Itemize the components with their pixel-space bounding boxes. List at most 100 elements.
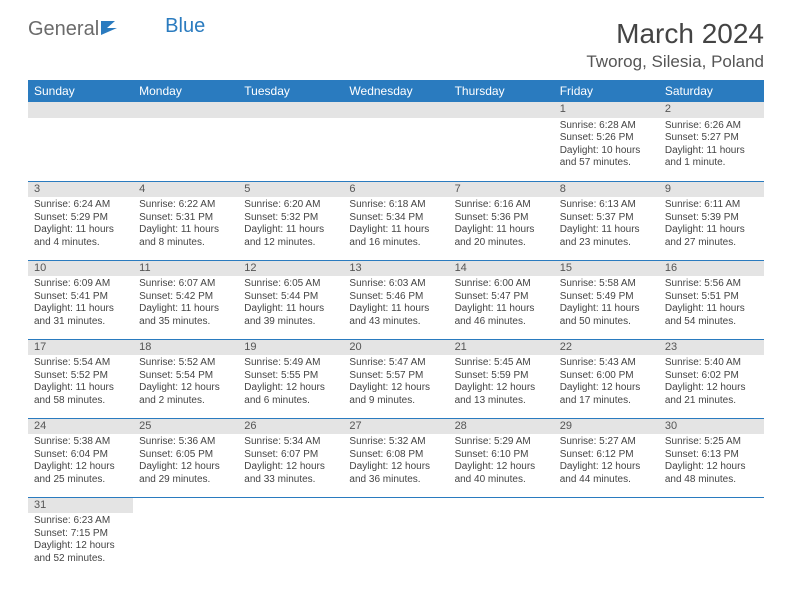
calendar-row: 3Sunrise: 6:24 AMSunset: 5:29 PMDaylight… bbox=[28, 181, 764, 260]
sunset-text: Sunset: 7:15 PM bbox=[34, 528, 127, 541]
sunrise-text: Sunrise: 5:52 AM bbox=[139, 357, 232, 370]
weekday-header: Wednesday bbox=[343, 80, 448, 102]
daylight-text: Daylight: 11 hours and 50 minutes. bbox=[560, 303, 653, 328]
day-number: 6 bbox=[343, 182, 448, 198]
calendar-cell: 24Sunrise: 5:38 AMSunset: 6:04 PMDayligh… bbox=[28, 418, 133, 497]
sunrise-text: Sunrise: 6:22 AM bbox=[139, 199, 232, 212]
daylight-text: Daylight: 11 hours and 39 minutes. bbox=[244, 303, 337, 328]
calendar-cell: 19Sunrise: 5:49 AMSunset: 5:55 PMDayligh… bbox=[238, 339, 343, 418]
day-number: 15 bbox=[554, 261, 659, 277]
calendar-cell: 2Sunrise: 6:26 AMSunset: 5:27 PMDaylight… bbox=[659, 102, 764, 181]
day-details: Sunrise: 5:34 AMSunset: 6:07 PMDaylight:… bbox=[238, 434, 343, 488]
day-details: Sunrise: 5:27 AMSunset: 6:12 PMDaylight:… bbox=[554, 434, 659, 488]
calendar-row: 24Sunrise: 5:38 AMSunset: 6:04 PMDayligh… bbox=[28, 418, 764, 497]
calendar-row: 31Sunrise: 6:23 AMSunset: 7:15 PMDayligh… bbox=[28, 497, 764, 576]
daylight-text: Daylight: 11 hours and 35 minutes. bbox=[139, 303, 232, 328]
day-number: 2 bbox=[659, 102, 764, 118]
weekday-header: Friday bbox=[554, 80, 659, 102]
daylight-text: Daylight: 12 hours and 25 minutes. bbox=[34, 461, 127, 486]
location: Tworog, Silesia, Poland bbox=[586, 52, 764, 72]
calendar-cell: 18Sunrise: 5:52 AMSunset: 5:54 PMDayligh… bbox=[133, 339, 238, 418]
day-number: 9 bbox=[659, 182, 764, 198]
day-number-empty bbox=[343, 102, 448, 118]
day-details: Sunrise: 6:00 AMSunset: 5:47 PMDaylight:… bbox=[449, 276, 554, 330]
day-details: Sunrise: 6:22 AMSunset: 5:31 PMDaylight:… bbox=[133, 197, 238, 251]
day-number: 1 bbox=[554, 102, 659, 118]
sunrise-text: Sunrise: 6:13 AM bbox=[560, 199, 653, 212]
sunset-text: Sunset: 5:49 PM bbox=[560, 291, 653, 304]
sunset-text: Sunset: 5:51 PM bbox=[665, 291, 758, 304]
calendar-row: 17Sunrise: 5:54 AMSunset: 5:52 PMDayligh… bbox=[28, 339, 764, 418]
day-details: Sunrise: 5:54 AMSunset: 5:52 PMDaylight:… bbox=[28, 355, 133, 409]
calendar-cell: 9Sunrise: 6:11 AMSunset: 5:39 PMDaylight… bbox=[659, 181, 764, 260]
calendar-cell bbox=[449, 102, 554, 181]
calendar-cell: 7Sunrise: 6:16 AMSunset: 5:36 PMDaylight… bbox=[449, 181, 554, 260]
day-details: Sunrise: 5:47 AMSunset: 5:57 PMDaylight:… bbox=[343, 355, 448, 409]
day-number: 11 bbox=[133, 261, 238, 277]
day-number: 26 bbox=[238, 419, 343, 435]
day-details: Sunrise: 6:13 AMSunset: 5:37 PMDaylight:… bbox=[554, 197, 659, 251]
day-details: Sunrise: 6:18 AMSunset: 5:34 PMDaylight:… bbox=[343, 197, 448, 251]
calendar-cell: 11Sunrise: 6:07 AMSunset: 5:42 PMDayligh… bbox=[133, 260, 238, 339]
sunrise-text: Sunrise: 6:16 AM bbox=[455, 199, 548, 212]
calendar-cell: 5Sunrise: 6:20 AMSunset: 5:32 PMDaylight… bbox=[238, 181, 343, 260]
sunset-text: Sunset: 6:08 PM bbox=[349, 449, 442, 462]
calendar-cell bbox=[238, 102, 343, 181]
daylight-text: Daylight: 12 hours and 36 minutes. bbox=[349, 461, 442, 486]
calendar-cell bbox=[28, 102, 133, 181]
header: General Blue March 2024 Tworog, Silesia,… bbox=[28, 18, 764, 72]
day-details: Sunrise: 5:43 AMSunset: 6:00 PMDaylight:… bbox=[554, 355, 659, 409]
sunset-text: Sunset: 6:02 PM bbox=[665, 370, 758, 383]
day-details: Sunrise: 5:40 AMSunset: 6:02 PMDaylight:… bbox=[659, 355, 764, 409]
calendar-cell: 16Sunrise: 5:56 AMSunset: 5:51 PMDayligh… bbox=[659, 260, 764, 339]
day-number: 24 bbox=[28, 419, 133, 435]
calendar-table: Sunday Monday Tuesday Wednesday Thursday… bbox=[28, 80, 764, 576]
sunrise-text: Sunrise: 5:36 AM bbox=[139, 436, 232, 449]
day-details: Sunrise: 5:29 AMSunset: 6:10 PMDaylight:… bbox=[449, 434, 554, 488]
sunset-text: Sunset: 5:36 PM bbox=[455, 212, 548, 225]
day-details: Sunrise: 5:58 AMSunset: 5:49 PMDaylight:… bbox=[554, 276, 659, 330]
sunset-text: Sunset: 5:42 PM bbox=[139, 291, 232, 304]
title-block: March 2024 Tworog, Silesia, Poland bbox=[586, 18, 764, 72]
logo: General Blue bbox=[28, 18, 205, 41]
day-details: Sunrise: 5:56 AMSunset: 5:51 PMDaylight:… bbox=[659, 276, 764, 330]
calendar-header: Sunday Monday Tuesday Wednesday Thursday… bbox=[28, 80, 764, 102]
calendar-cell: 3Sunrise: 6:24 AMSunset: 5:29 PMDaylight… bbox=[28, 181, 133, 260]
day-details: Sunrise: 5:45 AMSunset: 5:59 PMDaylight:… bbox=[449, 355, 554, 409]
weekday-header: Tuesday bbox=[238, 80, 343, 102]
daylight-text: Daylight: 12 hours and 52 minutes. bbox=[34, 540, 127, 565]
sunset-text: Sunset: 6:07 PM bbox=[244, 449, 337, 462]
day-details: Sunrise: 6:09 AMSunset: 5:41 PMDaylight:… bbox=[28, 276, 133, 330]
sunrise-text: Sunrise: 6:26 AM bbox=[665, 120, 758, 133]
day-number: 12 bbox=[238, 261, 343, 277]
day-number: 17 bbox=[28, 340, 133, 356]
day-details: Sunrise: 6:24 AMSunset: 5:29 PMDaylight:… bbox=[28, 197, 133, 251]
daylight-text: Daylight: 11 hours and 31 minutes. bbox=[34, 303, 127, 328]
sunrise-text: Sunrise: 5:45 AM bbox=[455, 357, 548, 370]
sunset-text: Sunset: 5:57 PM bbox=[349, 370, 442, 383]
calendar-row: 1Sunrise: 6:28 AMSunset: 5:26 PMDaylight… bbox=[28, 102, 764, 181]
daylight-text: Daylight: 12 hours and 48 minutes. bbox=[665, 461, 758, 486]
calendar-cell: 10Sunrise: 6:09 AMSunset: 5:41 PMDayligh… bbox=[28, 260, 133, 339]
sunrise-text: Sunrise: 6:28 AM bbox=[560, 120, 653, 133]
day-number: 31 bbox=[28, 498, 133, 514]
day-details: Sunrise: 6:26 AMSunset: 5:27 PMDaylight:… bbox=[659, 118, 764, 172]
sunset-text: Sunset: 5:52 PM bbox=[34, 370, 127, 383]
calendar-cell: 4Sunrise: 6:22 AMSunset: 5:31 PMDaylight… bbox=[133, 181, 238, 260]
day-details: Sunrise: 5:32 AMSunset: 6:08 PMDaylight:… bbox=[343, 434, 448, 488]
day-number-empty bbox=[449, 102, 554, 118]
day-number: 16 bbox=[659, 261, 764, 277]
weekday-header: Saturday bbox=[659, 80, 764, 102]
sunset-text: Sunset: 6:12 PM bbox=[560, 449, 653, 462]
day-number: 4 bbox=[133, 182, 238, 198]
sunrise-text: Sunrise: 5:32 AM bbox=[349, 436, 442, 449]
daylight-text: Daylight: 12 hours and 6 minutes. bbox=[244, 382, 337, 407]
sunset-text: Sunset: 5:47 PM bbox=[455, 291, 548, 304]
day-number-empty bbox=[28, 102, 133, 118]
sunset-text: Sunset: 6:10 PM bbox=[455, 449, 548, 462]
weekday-header: Sunday bbox=[28, 80, 133, 102]
sunrise-text: Sunrise: 5:54 AM bbox=[34, 357, 127, 370]
sunrise-text: Sunrise: 6:09 AM bbox=[34, 278, 127, 291]
daylight-text: Daylight: 12 hours and 9 minutes. bbox=[349, 382, 442, 407]
weekday-header: Monday bbox=[133, 80, 238, 102]
